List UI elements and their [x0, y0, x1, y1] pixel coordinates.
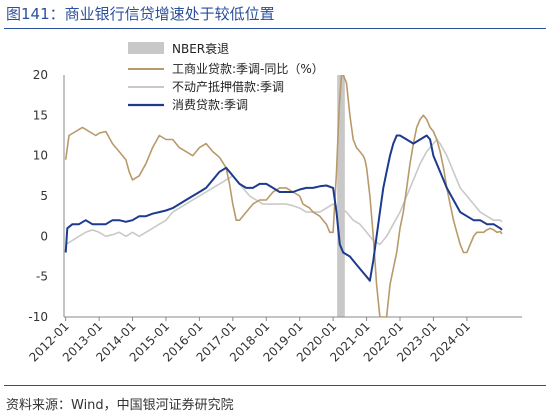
line-chart: 20151050-5-102012-012013-012014-012015-0… — [26, 41, 522, 365]
y-tick-label: -10 — [28, 310, 48, 324]
legend-swatch-recession — [128, 42, 164, 54]
legend-label-recession: NBER衰退 — [172, 41, 229, 56]
y-tick-label: 0 — [40, 229, 48, 243]
legend-label-0: 工商业贷款:季调-同比（%） — [172, 61, 324, 76]
legend-label-2: 消费贷款:季调 — [172, 98, 248, 112]
legend-label-1: 不动产抵押借款:季调 — [172, 80, 284, 94]
y-tick-label: 5 — [40, 189, 48, 203]
series-line-1 — [65, 138, 503, 246]
series-line-2 — [64, 134, 503, 282]
chart-title: 图141：商业银行信贷增速处于较低位置 — [6, 5, 275, 23]
series-line-0 — [64, 75, 503, 317]
y-tick-label: 10 — [33, 149, 48, 163]
y-tick-label: 15 — [33, 108, 48, 122]
recession-band — [337, 75, 345, 317]
footer-rule — [4, 385, 546, 386]
title-rule — [4, 28, 546, 29]
y-tick-label: -5 — [36, 270, 48, 284]
y-tick-label: 20 — [33, 68, 48, 82]
source-note: 资料来源：Wind，中国银河证券研究院 — [6, 398, 234, 413]
